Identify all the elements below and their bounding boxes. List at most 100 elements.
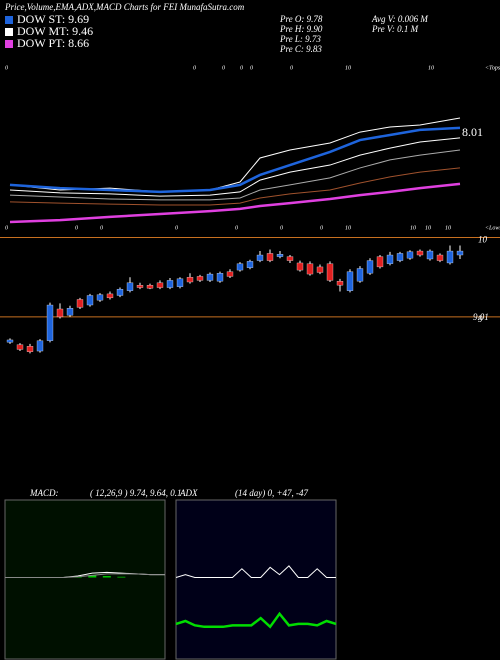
candle-body (126, 282, 134, 291)
candle-body (256, 254, 264, 261)
bottom-label: <Lows (485, 225, 500, 231)
legend-label: DOW PT: 8.66 (17, 36, 89, 50)
legend-label: DOW ST: 9.69 (17, 12, 89, 26)
series-line (175, 565, 336, 578)
panel-title: ADX (179, 488, 198, 498)
legend-swatch (5, 16, 13, 24)
y-tick-label: 9 (478, 314, 483, 324)
candle-body (276, 254, 284, 257)
stat: Pre V: 0.1 M (371, 24, 419, 34)
candle-body (56, 308, 64, 318)
candle-body (286, 256, 294, 261)
series-line (5, 573, 165, 578)
annotation: 8.01 (462, 125, 483, 139)
series-line (175, 611, 337, 629)
histogram-bar (117, 576, 126, 578)
candle-body (146, 285, 154, 289)
candle-body (166, 280, 174, 288)
candle-body (156, 282, 164, 288)
legend-label: DOW MT: 9.46 (17, 24, 93, 38)
candle-body (336, 281, 344, 286)
legend-swatch (5, 28, 13, 36)
bottom-label: 0 (75, 225, 78, 231)
candle-body (416, 250, 424, 256)
candle-body (86, 295, 94, 306)
top-label: <Tops (485, 65, 500, 71)
panel (175, 499, 337, 660)
top-label: 10 (345, 65, 351, 71)
bottom-label: 0 (320, 225, 323, 231)
candle-body (446, 250, 454, 264)
bottom-label: 10 (425, 225, 431, 231)
stat: Pre O: 9.78 (279, 14, 323, 24)
candle-body (246, 261, 254, 268)
candle-body (396, 253, 404, 261)
candle-body (186, 277, 194, 283)
series-line (9, 126, 461, 194)
series-line (9, 167, 461, 206)
candle-body (366, 260, 374, 274)
candle-body (326, 263, 334, 281)
bottom-label: 0 (175, 225, 178, 231)
candle-body (386, 254, 394, 264)
candle-body (216, 273, 224, 282)
stat: Pre C: 9.83 (279, 44, 322, 54)
top-label: 0 (193, 65, 196, 71)
bottom-label: 0 (280, 225, 283, 231)
top-label: 0 (240, 65, 243, 71)
stat: Pre H: 9.90 (279, 24, 323, 34)
series-line (9, 117, 461, 193)
top-label: 0 (250, 65, 253, 71)
stat: Pre L: 9.73 (279, 34, 321, 44)
bottom-label: 10 (345, 225, 351, 231)
candle-body (196, 276, 204, 281)
candle-body (136, 285, 144, 288)
candle-body (16, 344, 24, 350)
bottom-label: 10 (445, 225, 451, 231)
candle-body (346, 271, 354, 291)
top-label: 0 (290, 65, 293, 71)
candle-body (266, 253, 274, 261)
candle-body (316, 266, 324, 273)
stat: Avg V: 0.006 M (371, 14, 428, 24)
candle-body (376, 256, 384, 268)
series-line (9, 182, 461, 224)
candle-body (236, 263, 244, 271)
annotation: 9.01 (473, 312, 489, 322)
candle-body (76, 299, 84, 308)
candle-body (116, 288, 124, 296)
candle-body (436, 254, 444, 261)
bottom-label: 0 (100, 225, 103, 231)
candle-body (96, 294, 104, 301)
bottom-label: 0 (5, 225, 8, 231)
candle-body (46, 304, 54, 341)
top-label: 10 (428, 65, 434, 71)
top-label: 0 (5, 65, 8, 71)
series-line (9, 137, 461, 197)
candle-body (66, 308, 74, 316)
panel-subtitle: ( 12,26,9 ) 9.74, 9.64, 0.1 (90, 488, 182, 498)
candle-body (456, 250, 464, 256)
panel-title: MACD: (29, 488, 59, 498)
candle-body (176, 278, 184, 287)
legend-swatch (5, 40, 13, 48)
panel (4, 499, 166, 660)
bottom-label: 10 (410, 225, 416, 231)
candle-body (296, 262, 304, 271)
page-title: Price,Volume,EMA,ADX,MACD Charts for FEI… (4, 2, 245, 12)
candle-body (6, 339, 14, 343)
y-tick-label: 10 (478, 235, 488, 245)
candle-body (406, 251, 414, 259)
candle-body (426, 250, 434, 260)
candle-body (226, 271, 234, 277)
top-label: 0 (222, 65, 225, 71)
candle-body (356, 268, 364, 282)
candle-body (306, 263, 314, 275)
candle-body (36, 340, 44, 352)
histogram-bar (102, 576, 111, 578)
bottom-label: 0 (235, 225, 238, 231)
histogram-bar (88, 575, 97, 578)
series-line (9, 149, 461, 201)
